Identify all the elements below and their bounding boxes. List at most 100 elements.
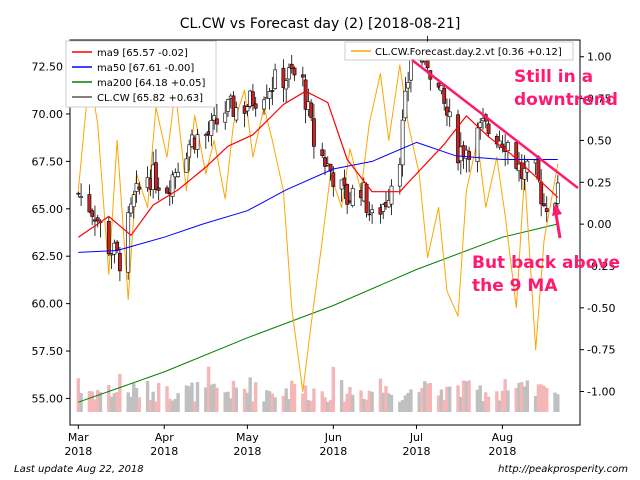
volume-bar — [129, 396, 133, 412]
candle — [303, 74, 308, 124]
candle-body — [442, 88, 447, 104]
volume-bar — [359, 390, 363, 412]
candle — [323, 149, 327, 176]
legend-ma50-label: ma50 [67.61 -0.00] — [97, 63, 194, 74]
candle-body — [187, 144, 192, 158]
ma9-line — [77, 90, 559, 238]
candle — [90, 208, 95, 225]
candle — [400, 109, 405, 177]
candle-body — [287, 67, 291, 80]
left-axis: 72.50 70.00 67.50 65.00 62.50 60.00 57.50 55.00 — [32, 61, 70, 405]
candle-body — [323, 157, 327, 167]
candle — [486, 118, 491, 138]
x-tick-year: 2018 — [150, 445, 178, 458]
volume-bar — [320, 391, 324, 412]
volume-bar — [556, 394, 560, 412]
candle-body — [289, 63, 294, 69]
volume-bar — [301, 393, 305, 412]
volume-bar — [151, 391, 155, 412]
annotation-ma-line1: But back above — [472, 253, 620, 273]
volume-bar — [287, 399, 291, 412]
candle-body — [137, 186, 142, 190]
candle-body — [309, 102, 314, 118]
ma9-series — [77, 90, 559, 238]
volume-bar — [137, 397, 141, 412]
volume-bar — [303, 385, 308, 412]
left-tick-label: 65.00 — [32, 203, 64, 216]
volume-bar — [417, 392, 421, 412]
volume-bar — [389, 394, 394, 412]
candle-body — [539, 181, 544, 205]
volume-bar — [195, 382, 200, 412]
candle — [381, 202, 386, 220]
candle-body — [270, 90, 275, 92]
volume-bar — [331, 366, 336, 412]
candle — [129, 197, 133, 218]
candle-body — [251, 91, 255, 106]
volume-bar — [190, 382, 194, 412]
candle-body — [447, 111, 452, 118]
volume-bar — [96, 389, 100, 412]
volume-bar — [215, 387, 219, 412]
right-tick-label: -1.00 — [587, 386, 615, 399]
candle-body — [397, 164, 402, 187]
candle-body — [525, 160, 530, 173]
candle-body — [350, 188, 355, 206]
volume-bar — [115, 392, 119, 412]
candle-body — [117, 252, 122, 272]
annotation-trend-line1: Still in a — [514, 67, 593, 87]
volume-bar — [248, 377, 252, 412]
candle — [370, 204, 375, 224]
x-axis: Mar2018Apr2018May2018Jun2018Jul2018Aug20… — [64, 425, 516, 458]
candle-body — [403, 90, 408, 119]
right-tick-label: -0.75 — [587, 344, 615, 357]
candle-body — [87, 194, 92, 213]
candle — [345, 183, 350, 214]
volume-bar — [206, 366, 211, 412]
candle-body — [300, 74, 305, 78]
candle-body — [400, 119, 405, 166]
volume-bar — [342, 401, 347, 412]
candle-body — [262, 99, 266, 110]
volume-bar — [456, 385, 460, 412]
candle — [456, 109, 460, 171]
candle — [79, 183, 83, 207]
candle — [436, 82, 441, 90]
candle-body — [292, 67, 297, 76]
candle — [165, 185, 169, 194]
candle-body — [303, 79, 308, 110]
candle — [292, 66, 297, 81]
volume-bar — [367, 390, 372, 412]
candle-body — [406, 82, 411, 89]
candle-body — [90, 210, 95, 217]
candle — [126, 205, 131, 280]
volume-bar — [425, 383, 430, 412]
legend-ma200-label: ma200 [64.18 +0.05] — [97, 78, 205, 89]
candle — [267, 87, 272, 110]
candle-body — [345, 184, 350, 205]
candle — [203, 132, 208, 149]
downtrend-line — [411, 59, 579, 189]
volume-bar — [378, 378, 383, 412]
candle — [231, 91, 236, 117]
candle-body — [176, 171, 180, 177]
volume-bars — [76, 366, 560, 412]
volume-bar — [536, 384, 541, 412]
candle-body — [245, 106, 250, 112]
x-tick-year: 2018 — [64, 445, 92, 458]
volume-bar — [481, 401, 485, 412]
candle — [544, 196, 549, 222]
candle — [137, 182, 142, 195]
volume-bar — [212, 383, 216, 412]
volume-bar — [461, 380, 466, 412]
volume-bar — [76, 378, 81, 412]
candle — [289, 54, 294, 74]
right-tick-label: 0.50 — [587, 134, 612, 147]
candle-body — [389, 185, 394, 205]
volume-bar — [193, 401, 197, 412]
candle — [270, 76, 275, 106]
volume-bar — [436, 395, 441, 412]
right-axis: 1.00 0.75 0.50 0.25 0.00 -0.25 -0.50 -0.75 -1.00 — [580, 51, 615, 399]
volume-bar — [273, 397, 277, 412]
x-tick-month: Aug — [492, 431, 513, 444]
